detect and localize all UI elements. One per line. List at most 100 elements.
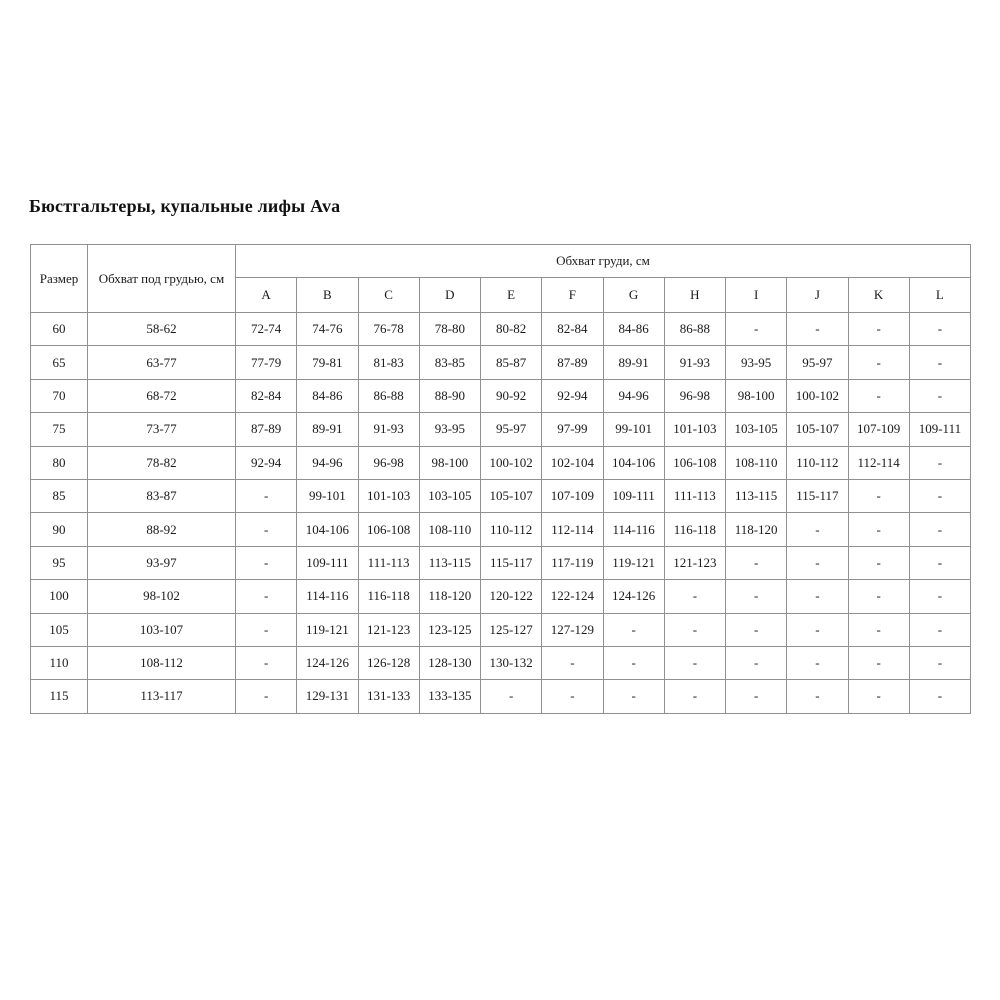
cell-cup-L: -: [908, 445, 972, 480]
cell-cup-E: 125-127: [479, 612, 543, 647]
header-cup-D: D: [418, 277, 482, 313]
size-table-body: 60 58-62 72-74 74-76 76-78 78-80 80-82 82-84 84-…: [30, 311, 972, 714]
cell-cup-E: 115-117: [479, 545, 543, 581]
cell-cup-E: 90-92: [479, 378, 543, 414]
size-table: Размер Обхват под грудью, см Обхват груд…: [30, 244, 972, 714]
cell-cup-F: 107-109: [541, 478, 604, 514]
cell-cup-K: -: [847, 579, 910, 614]
cell-cup-L: -: [908, 612, 972, 647]
cell-cup-A: -: [234, 679, 298, 714]
cell-cup-K: -: [847, 512, 910, 547]
cell-cup-I: 98-100: [724, 378, 788, 414]
cell-cup-H: 91-93: [663, 345, 727, 380]
cell-size: 95: [30, 545, 88, 581]
cell-cup-C: 126-128: [357, 645, 420, 681]
cell-size: 100: [30, 579, 88, 614]
cell-cup-H: -: [663, 679, 727, 714]
cell-cup-G: 124-126: [602, 579, 665, 614]
cell-cup-G: -: [602, 612, 665, 647]
size-table-header: Размер Обхват под грудью, см Обхват груд…: [30, 244, 972, 313]
cell-cup-I: -: [724, 612, 788, 647]
cell-cup-H: 86-88: [663, 311, 727, 347]
cell-cup-K: -: [847, 378, 910, 414]
header-cup-B: B: [296, 277, 359, 313]
cell-cup-G: 94-96: [602, 378, 665, 414]
table-row-size-100: 100 98-102-114-116 116-118 118-120 120-122 12…: [30, 579, 972, 614]
cell-cup-I: 118-120: [724, 512, 788, 547]
cell-cup-D: 128-130: [418, 645, 482, 681]
cell-cup-G: 99-101: [602, 412, 665, 447]
table-row-size-105: 105 103-107-119-121 121-123 123-125 125-127 1…: [30, 612, 972, 647]
cell-cup-E: 100-102: [479, 445, 543, 480]
cell-cup-J: -: [786, 512, 849, 547]
table-row-size-85: 85 83-87-99-101 101-103 103-105 105-107 107-1…: [30, 478, 972, 514]
header-row-group: Размер Обхват под грудью, см Обхват груд…: [30, 244, 972, 313]
cell-cup-B: 114-116: [296, 579, 359, 614]
header-cup-C: C: [357, 277, 420, 313]
cell-size: 85: [30, 478, 88, 514]
cell-cup-B: 124-126: [296, 645, 359, 681]
cell-cup-I: -: [724, 679, 788, 714]
cell-cup-C: 91-93: [357, 412, 420, 447]
cell-underbust: 93-97: [87, 545, 236, 581]
cell-cup-H: 111-113: [663, 478, 727, 514]
cell-cup-K: -: [847, 311, 910, 347]
cell-underbust: 73-77: [87, 412, 236, 447]
cell-cup-H: 101-103: [663, 412, 727, 447]
header-cup-E: E: [479, 277, 543, 313]
header-cup-A: A: [234, 277, 298, 313]
cell-cup-E: 85-87: [479, 345, 543, 380]
cell-cup-G: 89-91: [602, 345, 665, 380]
cell-cup-B: 129-131: [296, 679, 359, 714]
cell-cup-D: 103-105: [418, 478, 482, 514]
cell-cup-C: 121-123: [357, 612, 420, 647]
cell-cup-C: 81-83: [357, 345, 420, 380]
cell-size: 60: [30, 311, 88, 347]
cell-cup-G: 104-106: [602, 445, 665, 480]
cell-cup-F: 97-99: [541, 412, 604, 447]
cell-cup-G: -: [602, 645, 665, 681]
cell-size: 70: [30, 378, 88, 414]
cell-cup-K: -: [847, 545, 910, 581]
table-row-size-90: 90 88-92-104-106 106-108 108-110 110-112 112-…: [30, 512, 972, 547]
cell-underbust: 68-72: [87, 378, 236, 414]
cell-cup-G: -: [602, 679, 665, 714]
cell-size: 75: [30, 412, 88, 447]
cell-cup-L: -: [908, 478, 972, 514]
cell-cup-F: -: [541, 679, 604, 714]
cell-cup-B: 99-101: [296, 478, 359, 514]
cell-cup-E: 95-97: [479, 412, 543, 447]
cell-cup-B: 74-76: [296, 311, 359, 347]
cell-cup-L: -: [908, 311, 972, 347]
table-row-size-95: 95 93-97-109-111 111-113 113-115 115-117 117-…: [30, 545, 972, 581]
table-row-size-70: 70 68-72 82-84 84-86 86-88 88-90 90-92 92-94 94-…: [30, 378, 972, 414]
cell-cup-A: -: [234, 478, 298, 514]
cell-underbust: 83-87: [87, 478, 236, 514]
cell-cup-B: 94-96: [296, 445, 359, 480]
cell-cup-D: 93-95: [418, 412, 482, 447]
cell-cup-J: -: [786, 645, 849, 681]
cell-cup-H: 121-123: [663, 545, 727, 581]
cell-cup-L: -: [908, 512, 972, 547]
cell-cup-D: 108-110: [418, 512, 482, 547]
cell-cup-D: 118-120: [418, 579, 482, 614]
cell-cup-E: 105-107: [479, 478, 543, 514]
cell-cup-A: 77-79: [234, 345, 298, 380]
table-row-size-75: 75 73-77 87-89 89-91 91-93 93-95 95-97 97-99 99-…: [30, 412, 972, 447]
cell-size: 80: [30, 445, 88, 480]
cell-cup-K: -: [847, 478, 910, 514]
cell-cup-I: 103-105: [724, 412, 788, 447]
cell-cup-K: -: [847, 612, 910, 647]
cell-cup-L: -: [908, 345, 972, 380]
cell-cup-K: -: [847, 679, 910, 714]
header-cup-J: J: [786, 277, 849, 313]
cell-size: 105: [30, 612, 88, 647]
cell-underbust: 113-117: [87, 679, 236, 714]
header-cup-G: G: [602, 277, 665, 313]
cell-cup-J: 105-107: [786, 412, 849, 447]
cell-cup-E: 80-82: [479, 311, 543, 347]
cell-cup-K: -: [847, 345, 910, 380]
header-cup-I: I: [724, 277, 788, 313]
cell-cup-I: -: [724, 545, 788, 581]
